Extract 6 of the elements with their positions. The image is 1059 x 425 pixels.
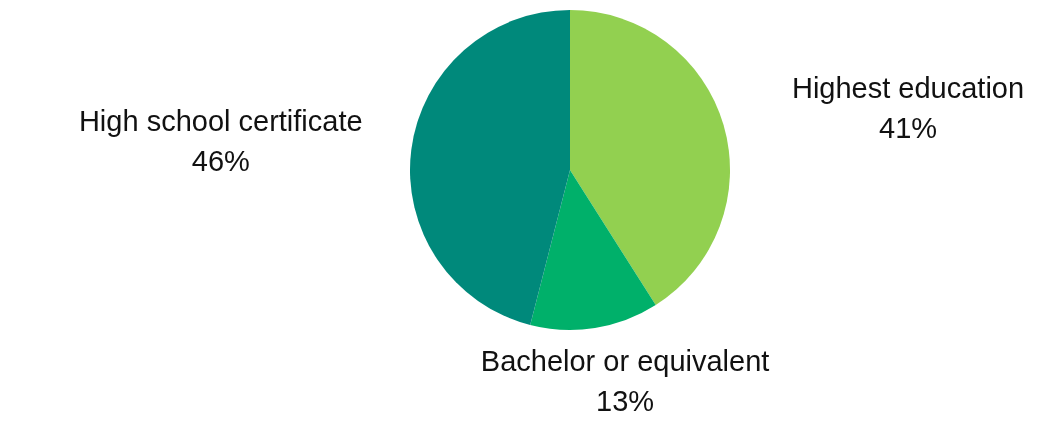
slice-label: Highest education [791, 71, 1025, 104]
data-label: 46% [191, 144, 250, 177]
data-label: 13% [596, 385, 655, 418]
slice-label: High school certificate [78, 104, 363, 137]
slice-label: Bachelor or equivalent [480, 345, 770, 378]
data-label: 41% [879, 111, 938, 144]
